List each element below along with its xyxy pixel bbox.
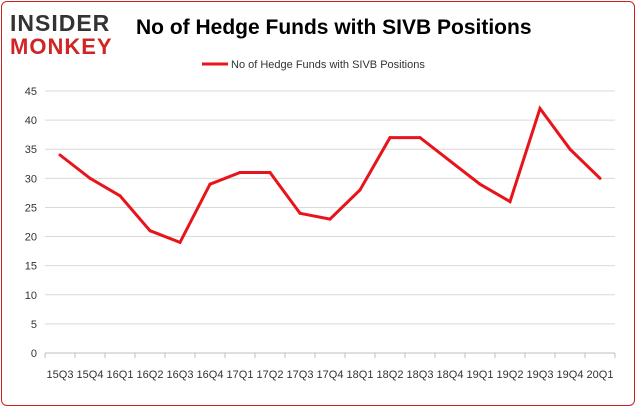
x-tick-label-17Q2: 17Q2 bbox=[257, 369, 284, 381]
y-tick-label-15: 15 bbox=[25, 261, 37, 273]
data-point-18Q1 bbox=[358, 188, 362, 192]
y-tick-label-30: 30 bbox=[25, 173, 37, 185]
y-tick-label-10: 10 bbox=[25, 290, 37, 302]
logo-line-monkey: MONKEY bbox=[10, 34, 113, 59]
data-point-15Q4 bbox=[88, 176, 92, 180]
y-tick-label-40: 40 bbox=[25, 115, 37, 127]
x-tick-label-19Q4: 19Q4 bbox=[557, 369, 584, 381]
data-point-17Q3 bbox=[298, 211, 302, 215]
data-point-19Q2 bbox=[508, 200, 512, 204]
x-tick-label-16Q1: 16Q1 bbox=[107, 369, 134, 381]
x-tick-label-18Q2: 18Q2 bbox=[377, 369, 404, 381]
y-tick-label-20: 20 bbox=[25, 232, 37, 244]
logo-line-insider: INSIDER bbox=[10, 10, 111, 36]
data-point-16Q3 bbox=[178, 240, 182, 244]
data-point-15Q3 bbox=[58, 153, 62, 157]
x-tick-label-18Q3: 18Q3 bbox=[407, 369, 434, 381]
x-tick-label-16Q2: 16Q2 bbox=[137, 369, 164, 381]
x-tick-label-15Q4: 15Q4 bbox=[77, 369, 104, 381]
data-point-18Q4 bbox=[448, 159, 452, 163]
data-point-16Q1 bbox=[118, 194, 122, 198]
x-tick-label-16Q3: 16Q3 bbox=[167, 369, 194, 381]
y-tick-label-45: 45 bbox=[25, 86, 37, 98]
x-tick-label-17Q3: 17Q3 bbox=[287, 369, 314, 381]
x-tick-label-17Q4: 17Q4 bbox=[317, 369, 344, 381]
x-tick-label-18Q4: 18Q4 bbox=[437, 369, 464, 381]
y-tick-label-0: 0 bbox=[31, 348, 37, 360]
x-tick-label-17Q1: 17Q1 bbox=[227, 369, 254, 381]
data-point-17Q2 bbox=[268, 171, 272, 175]
x-tick-label-19Q1: 19Q1 bbox=[467, 369, 494, 381]
data-point-19Q4 bbox=[568, 147, 572, 151]
x-tick-label-18Q1: 18Q1 bbox=[347, 369, 374, 381]
data-point-19Q3 bbox=[538, 106, 542, 110]
data-point-16Q4 bbox=[208, 182, 212, 186]
y-tick-label-35: 35 bbox=[25, 144, 37, 156]
series-line-0 bbox=[59, 105, 602, 245]
insider-monkey-logo: INSIDER MONKEY bbox=[10, 8, 120, 59]
data-point-18Q3 bbox=[418, 136, 422, 140]
data-point-18Q2 bbox=[388, 136, 392, 140]
chart-title: No of Hedge Funds with SIVB Positions bbox=[136, 16, 532, 39]
data-point-17Q4 bbox=[328, 217, 332, 221]
legend-label: No of Hedge Funds with SIVB Positions bbox=[231, 59, 425, 71]
x-tick-label-19Q3: 19Q3 bbox=[527, 369, 554, 381]
x-tick-label-20Q1: 20Q1 bbox=[587, 369, 614, 381]
data-point-16Q2 bbox=[148, 229, 152, 233]
y-tick-label-5: 5 bbox=[31, 319, 37, 331]
data-point-20Q1 bbox=[598, 176, 602, 180]
x-tick-label-16Q4: 16Q4 bbox=[197, 369, 224, 381]
data-point-19Q1 bbox=[478, 182, 482, 186]
x-tick-label-15Q3: 15Q3 bbox=[47, 369, 74, 381]
x-tick-label-19Q2: 19Q2 bbox=[497, 369, 524, 381]
y-tick-label-25: 25 bbox=[25, 202, 37, 214]
data-point-17Q1 bbox=[238, 171, 242, 175]
